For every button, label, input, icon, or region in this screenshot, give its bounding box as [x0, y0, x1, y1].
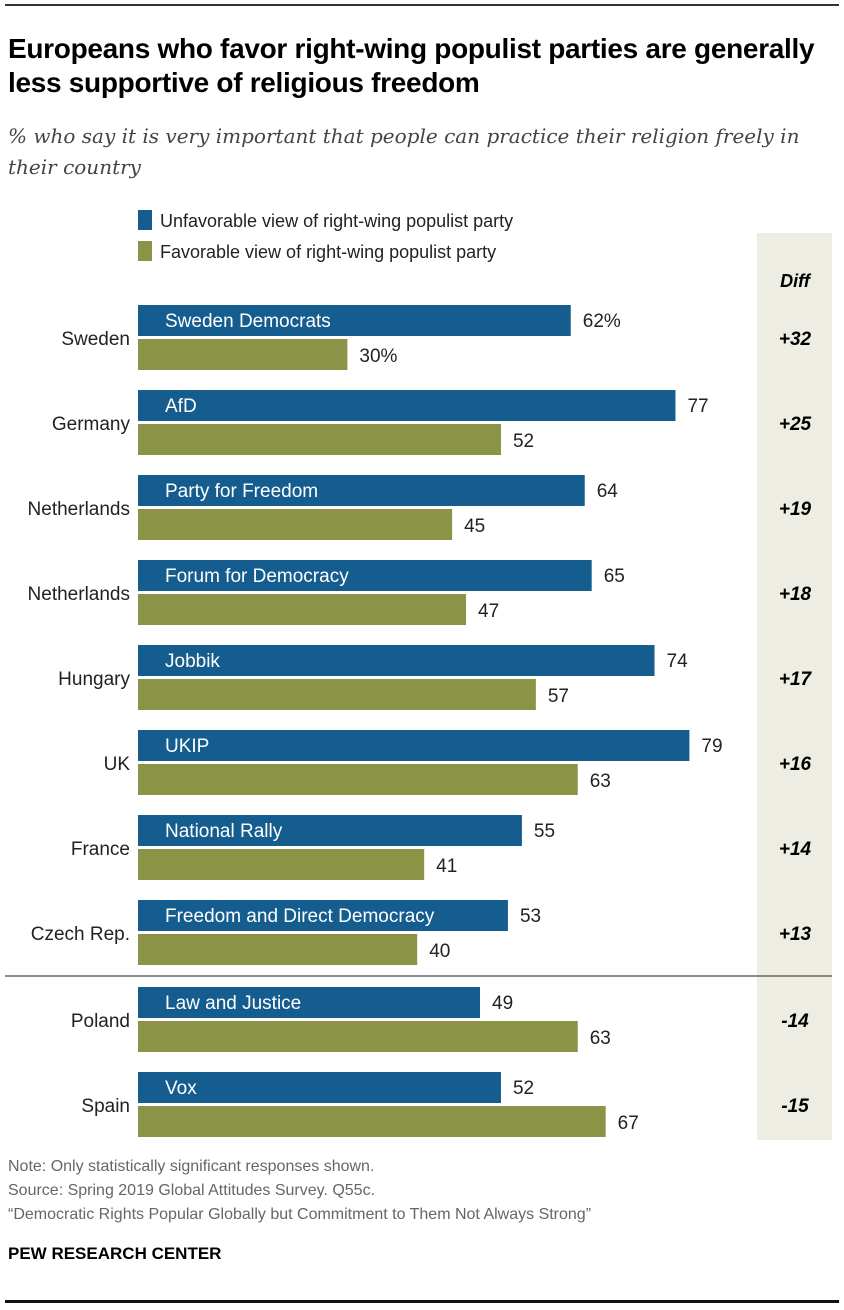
- value-label-favorable: 30%: [359, 346, 397, 367]
- diff-column-background: [757, 233, 832, 1140]
- bar-favorable: [138, 764, 578, 795]
- top-rule: [5, 4, 839, 6]
- value-label-favorable: 45: [464, 516, 485, 537]
- country-label: Netherlands: [28, 584, 130, 605]
- country-label: Poland: [71, 1011, 130, 1032]
- diff-value: +13: [779, 924, 812, 945]
- value-label-favorable: 63: [590, 1028, 611, 1049]
- bar-favorable: [138, 934, 418, 965]
- country-label: France: [71, 839, 130, 860]
- party-label: Law and Justice: [165, 993, 301, 1014]
- value-label-favorable: 41: [436, 856, 457, 877]
- chart-title: Europeans who favor right-wing populist …: [8, 33, 815, 98]
- bar-favorable: [138, 424, 501, 455]
- value-label-unfavorable: 77: [687, 396, 708, 417]
- party-label: AfD: [165, 396, 197, 417]
- diff-value: -14: [781, 1011, 809, 1032]
- brand-logo: PEW RESEARCH CENTER: [8, 1244, 222, 1263]
- bottom-rule: [5, 1300, 839, 1303]
- value-label-unfavorable: 65: [604, 566, 625, 587]
- party-label: Forum for Democracy: [165, 566, 349, 587]
- country-label: Netherlands: [28, 499, 130, 520]
- legend-label-unfavorable: Unfavorable view of right-wing populist …: [160, 211, 513, 231]
- value-label-unfavorable: 52: [513, 1078, 534, 1099]
- country-label: Germany: [52, 414, 131, 435]
- diff-value: -15: [781, 1096, 809, 1117]
- bar-favorable: [138, 679, 536, 710]
- bar-unfavorable: [138, 815, 522, 846]
- bar-favorable: [138, 339, 348, 370]
- party-label: Sweden Democrats: [165, 311, 331, 332]
- value-label-unfavorable: 74: [667, 651, 689, 672]
- bar-favorable: [138, 594, 467, 625]
- country-label: Hungary: [58, 669, 130, 690]
- party-label: Party for Freedom: [165, 481, 318, 502]
- bar-unfavorable: [138, 900, 508, 931]
- party-label: UKIP: [165, 736, 209, 757]
- value-label-favorable: 67: [618, 1113, 639, 1134]
- legend-swatch-unfavorable: [138, 210, 152, 230]
- value-label-favorable: 52: [513, 431, 534, 452]
- diff-value: +25: [779, 414, 812, 435]
- diff-value: +14: [779, 839, 812, 860]
- bar-unfavorable: [138, 645, 655, 676]
- value-label-unfavorable: 64: [597, 481, 619, 502]
- bar-favorable: [138, 1021, 578, 1052]
- value-label-favorable: 47: [478, 601, 499, 622]
- value-label-unfavorable: 49: [492, 993, 513, 1014]
- bar-chart: Diff Unfavorable view of right-wing popul…: [5, 210, 832, 1140]
- bar-favorable: [138, 509, 453, 540]
- legend-label-favorable: Favorable view of right-wing populist pa…: [160, 242, 496, 262]
- diff-value: +17: [779, 669, 813, 690]
- note: Note: Only statistically significant res…: [8, 1158, 375, 1175]
- party-label: Vox: [165, 1078, 197, 1099]
- bar-unfavorable: [138, 305, 571, 336]
- country-label: Czech Rep.: [31, 924, 130, 945]
- bar-unfavorable: [138, 730, 690, 761]
- value-label-unfavorable: 55: [534, 821, 555, 842]
- party-label: National Rally: [165, 821, 283, 842]
- country-label: UK: [104, 754, 131, 775]
- bar-unfavorable: [138, 390, 676, 421]
- diff-header: Diff: [780, 271, 812, 291]
- value-label-unfavorable: 62%: [583, 311, 621, 332]
- value-label-favorable: 40: [429, 941, 450, 962]
- country-label: Sweden: [61, 329, 130, 350]
- party-label: Freedom and Direct Democracy: [165, 906, 435, 927]
- diff-value: +18: [779, 584, 812, 605]
- bar-favorable: [138, 849, 425, 880]
- diff-value: +32: [779, 329, 812, 350]
- value-label-unfavorable: 79: [701, 736, 722, 757]
- diff-value: +16: [779, 754, 812, 775]
- bar-unfavorable: [138, 1072, 501, 1103]
- party-label: Jobbik: [165, 651, 220, 672]
- value-label-favorable: 57: [548, 686, 569, 707]
- bar-favorable: [138, 1106, 606, 1137]
- value-label-unfavorable: 53: [520, 906, 541, 927]
- diff-value: +19: [779, 499, 812, 520]
- value-label-favorable: 63: [590, 771, 611, 792]
- chart-subtitle: % who say it is very important that peop…: [8, 124, 800, 179]
- bar-unfavorable: [138, 987, 481, 1018]
- country-label: Spain: [81, 1096, 130, 1117]
- report-title: “Democratic Rights Popular Globally but …: [8, 1206, 592, 1223]
- bar-unfavorable: [138, 475, 585, 506]
- source: Source: Spring 2019 Global Attitudes Sur…: [8, 1182, 376, 1199]
- legend-swatch-favorable: [138, 241, 152, 261]
- bar-unfavorable: [138, 560, 592, 591]
